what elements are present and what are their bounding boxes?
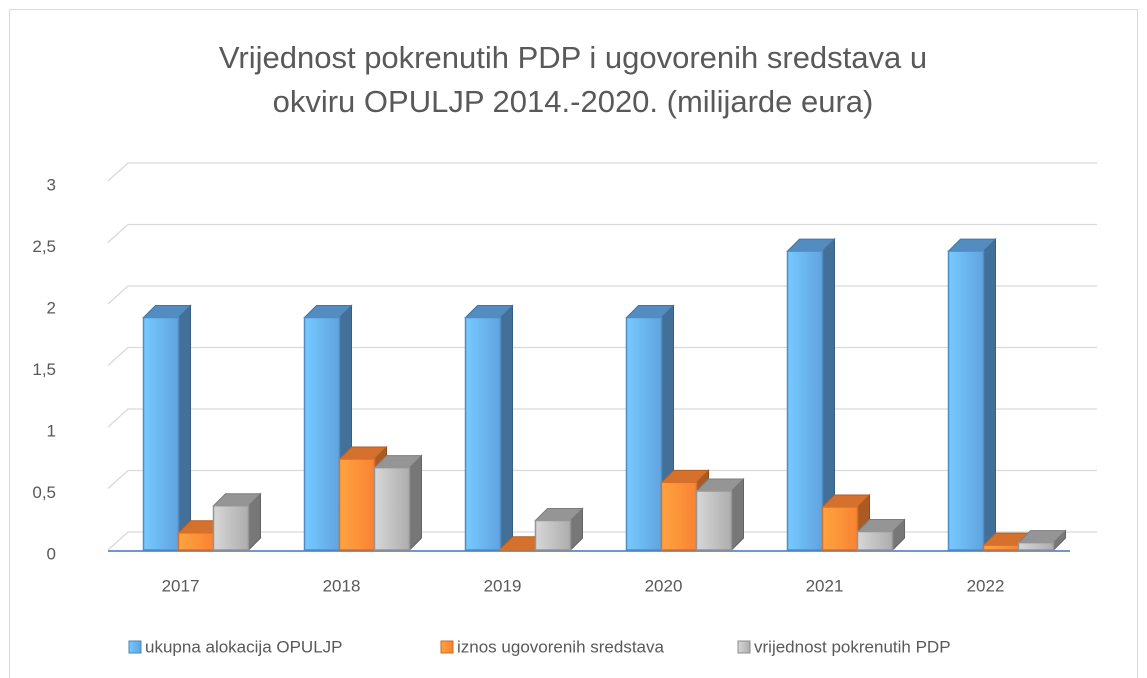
legend-label: iznos ugovorenih sredstava [457, 637, 665, 656]
bar [625, 304, 675, 552]
legend-swatch [128, 640, 142, 654]
y-tick-label: 3 [47, 175, 56, 194]
bar [534, 507, 584, 552]
bar-front [177, 532, 215, 551]
x-tick-label: 2020 [645, 576, 683, 595]
bar-front [212, 504, 250, 551]
bar-front [373, 466, 411, 551]
grid-line [107, 469, 1097, 489]
bar-front [856, 530, 894, 551]
grid-line [107, 223, 1097, 243]
chart-title: Vrijednost pokrenutih PDP i ugovorenih s… [219, 40, 927, 75]
bar-side [500, 304, 513, 552]
bar [947, 237, 997, 552]
bar [695, 477, 745, 552]
chart-title: okviru OPULJP 2014.-2020. (milijarde eur… [273, 84, 874, 119]
x-tick-label: 2018 [323, 576, 361, 595]
legend-label: ukupna alokacija OPULJP [145, 637, 343, 656]
grid-line [107, 162, 1097, 182]
y-tick-label: 0 [47, 544, 56, 563]
bar-front [464, 316, 502, 551]
legend-swatch [737, 640, 751, 654]
bar [212, 492, 262, 552]
bar-front [1017, 541, 1055, 551]
bar-front [303, 316, 341, 551]
legend-label: vrijednost pokrenutih PDP [754, 637, 951, 656]
x-tick-label: 2022 [967, 576, 1005, 595]
bar-front [660, 481, 698, 551]
bar [1017, 529, 1067, 552]
legend-swatch [440, 640, 454, 654]
bar-front [821, 506, 859, 551]
bar-front [786, 250, 824, 551]
grid-line [107, 285, 1097, 305]
bar-front [695, 490, 733, 551]
x-tick-label: 2021 [806, 576, 844, 595]
bar-front [947, 250, 985, 551]
grid-line [107, 531, 1097, 551]
y-tick-label: 1 [47, 421, 56, 440]
bar-front [625, 316, 663, 551]
bar-side [983, 237, 996, 552]
grid-line [107, 408, 1097, 428]
y-tick-label: 1,5 [32, 360, 56, 379]
x-tick-label: 2017 [162, 576, 200, 595]
y-tick-label: 2,5 [32, 237, 56, 256]
y-tick-label: 2 [47, 298, 56, 317]
bar-side [409, 454, 422, 552]
y-tick-label: 0,5 [32, 483, 56, 502]
grid-line [107, 346, 1097, 366]
bar-front [142, 316, 180, 551]
bar-side [178, 304, 191, 552]
bar-front [982, 544, 1020, 551]
bar [464, 304, 514, 552]
bar [856, 518, 906, 552]
bar-front [534, 519, 572, 551]
x-tick-label: 2019 [484, 576, 522, 595]
bar-front [338, 458, 376, 551]
bar [142, 304, 192, 552]
bar-front [499, 548, 537, 551]
bar [373, 454, 423, 552]
